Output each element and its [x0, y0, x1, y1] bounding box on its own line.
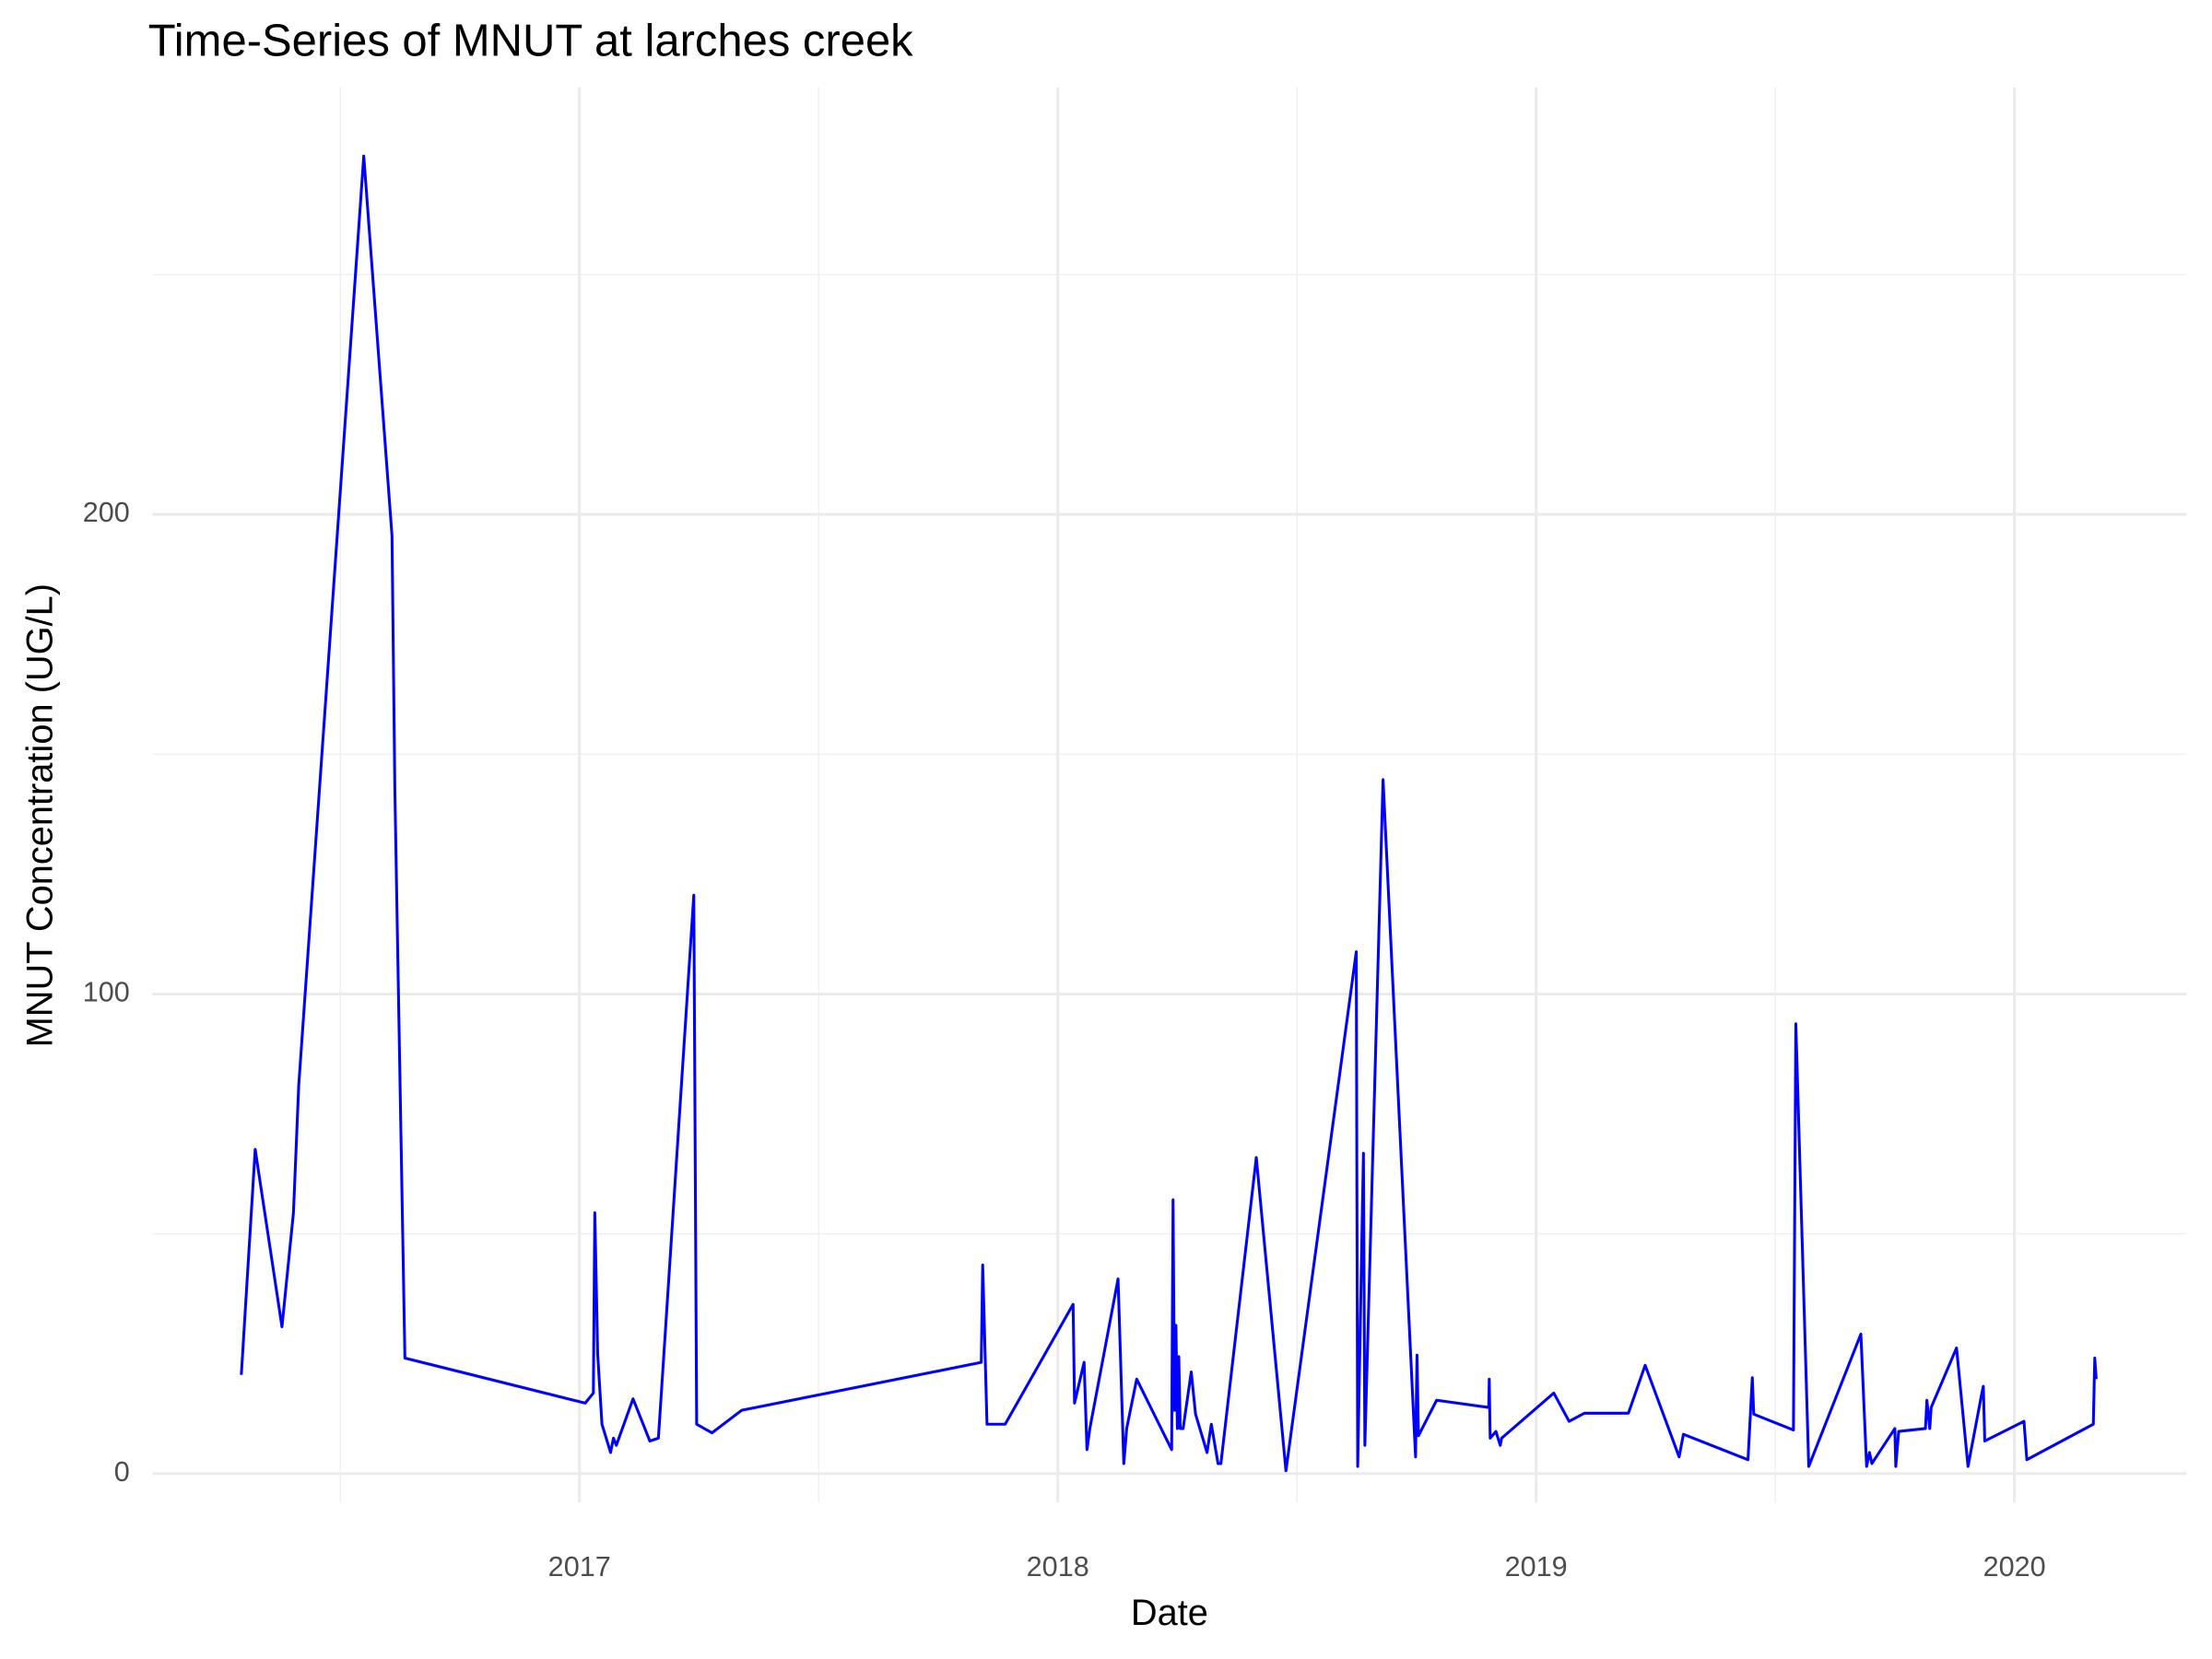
chart-title: Time-Series of MNUT at larches creek [148, 16, 913, 65]
x-tick-label: 2017 [548, 1551, 611, 1583]
data-line [240, 154, 2098, 1473]
y-tick-label: 100 [83, 977, 130, 1008]
y-tick-label: 200 [83, 497, 130, 528]
x-tick-label: 2020 [1983, 1551, 2046, 1583]
x-tick-label: 2018 [1027, 1551, 1089, 1583]
x-axis-label: Date [1131, 1593, 1208, 1633]
y-tick-label: 0 [114, 1456, 130, 1488]
y-axis-label: MNUT Concentration (UG/L) [19, 583, 60, 1047]
x-tick-label: 2019 [1505, 1551, 1568, 1583]
